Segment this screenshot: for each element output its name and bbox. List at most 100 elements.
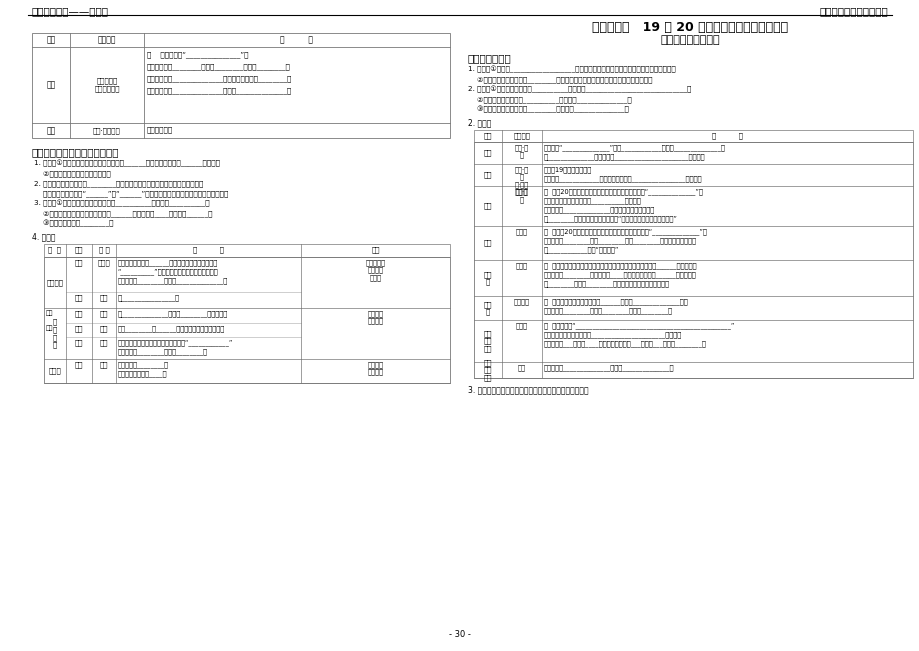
Text: 荷兰: 荷兰: [74, 339, 83, 346]
Text: 法国: 法国: [74, 259, 83, 266]
Text: 地  位：被誉为“______________________________________________”: 地 位：被誉为“________________________________…: [543, 322, 733, 329]
Text: （________________）: （________________）: [118, 294, 180, 301]
Text: 代表人物: 代表人物: [513, 132, 530, 139]
Text: 2. 代表：①西方文学：法国的__________，美国的____________________________，: 2. 代表：①西方文学：法国的__________，美国的___________…: [468, 86, 690, 93]
Bar: [473, 130, 912, 142]
Text: 川端康成: 川端康成: [514, 298, 529, 305]
Text: 代表作：（________）〈________〉（________）描写二次大战名作: 代表作：（________）〈________〉（________）描写二次大战…: [543, 237, 697, 243]
Text: 国家: 国家: [46, 35, 55, 44]
Text: 国家: 国家: [74, 246, 83, 253]
Text: 一、世界的文学: 一、世界的文学: [468, 53, 511, 63]
Text: 重视光和
色的效果: 重视光和 色的效果: [367, 310, 383, 324]
Text: 流  派: 流 派: [49, 246, 62, 253]
Text: 3. 特点：现实主义文学（交流与融合）、无产阶级文学。: 3. 特点：现实主义文学（交流与融合）、无产阶级文学。: [468, 385, 588, 394]
Text: 是后印象主义绘画最主要代表，被称为“____________”: 是后印象主义绘画最主要代表，被称为“____________”: [118, 339, 233, 346]
Text: 代表作：（______________）、《______________》: 代表作：（______________）、《______________》: [543, 364, 674, 371]
Text: 《____________》：“冰川原则”: 《____________》：“冰川原则”: [543, 246, 618, 253]
Text: 和______________奖，被誉为______________________文学作品: 和______________奖，被誉为____________________…: [543, 153, 705, 159]
Text: 列宾: 列宾: [99, 294, 108, 301]
Text: 信国: 信国: [74, 294, 83, 301]
Text: 作          品: 作 品: [193, 246, 223, 253]
Bar: [473, 142, 912, 378]
Text: ③还有法国雕塑家________。: ③还有法国雕塑家________。: [34, 220, 113, 227]
Text: 代表作：（________）、（______________）: 代表作：（________）、（______________）: [118, 277, 228, 284]
Text: 《________》、《________》等都是闻名世界的著名诗集。: 《________》、《________》等都是闻名世界的著名诗集。: [543, 280, 669, 286]
Text: 她是美国文学史上最杰出的__________小说家。: 她是美国文学史上最杰出的__________小说家。: [543, 197, 641, 204]
Text: ②政治：两次世界大战及________的影响，出现了新的文学样式，即无产阶级文学。: ②政治：两次世界大战及________的影响，出现了新的文学样式，即无产阶级文学…: [468, 76, 652, 83]
Text: 1. 背景：①资本主义经济的迅速发展，以及______（特别是光学）、______的进步。: 1. 背景：①资本主义经济的迅速发展，以及______（特别是光学）、_____…: [34, 160, 220, 167]
Text: 作          品: 作 品: [711, 132, 743, 139]
Text: 时期：19世纪末杰出作家: 时期：19世纪末杰出作家: [543, 166, 592, 173]
Text: 无产
阶级
文学: 无产 阶级 文学: [483, 359, 492, 381]
Text: 地  位：是20世纪美国文学主要代表，开创美国文学史上“______________”，: 地 位：是20世纪美国文学主要代表，开创美国文学史上“_____________…: [543, 228, 706, 235]
Text: 《自新大陆》: 《自新大陆》: [147, 126, 173, 133]
Text: - 30 -: - 30 -: [448, 630, 471, 639]
Text: 信国: 信国: [46, 81, 55, 89]
Text: 代表作：（________）、（________）: 代表作：（________）、（________）: [118, 348, 208, 355]
Text: 后期: 后期: [46, 325, 53, 331]
Text: ②传统绘画基础上吸收新的内容。: ②传统绘画基础上吸收新的内容。: [34, 170, 110, 176]
Text: 无产
阶级
文学: 无产 阶级 文学: [483, 330, 492, 352]
Text: 地    位：被誉为“_______________”。: 地 位：被誉为“_______________”。: [147, 51, 248, 58]
Bar: [32, 33, 449, 138]
Bar: [44, 257, 449, 383]
Text: 她是第一个打出现______旗号，是第一个把自己称为: 她是第一个打出现______旗号，是第一个把自己称为: [118, 259, 218, 266]
Text: 前期作品：（______________）、幻想序曲、（________）: 前期作品：（______________）、幻想序曲、（________）: [147, 75, 292, 82]
Text: 2. 概况：: 2. 概况：: [468, 118, 491, 127]
Text: 第三个时期   19 末 20 初：具有共融性的文学艺术: 第三个时期 19 末 20 初：具有共融性的文学艺术: [592, 21, 788, 34]
Text: 后期作品：（______________）、（______________）: 后期作品：（______________）、（______________）: [147, 87, 292, 94]
Text: 4. 概况：: 4. 概况：: [32, 232, 55, 241]
Text: 库尔贝: 库尔贝: [97, 259, 110, 266]
Text: “__________”的画家，也是现实主义的核心人物: “__________”的画家，也是现实主义的核心人物: [118, 268, 219, 275]
Text: 高二历史学案——专题八: 高二历史学案——专题八: [32, 6, 108, 16]
Text: 写实手法，
接近人民
的艺术: 写实手法， 接近人民 的艺术: [365, 259, 385, 281]
Text: 捷克: 捷克: [46, 126, 55, 135]
Text: （______________）、是________一次革命。: （______________）、是________一次革命。: [118, 310, 228, 317]
Text: 美国: 美国: [483, 202, 492, 210]
Text: 成名作：（________）: 成名作：（________）: [118, 361, 169, 368]
Text: 莫奈: 莫奈: [99, 310, 108, 316]
Text: 鲁迅: 鲁迅: [517, 364, 526, 370]
Text: 社会主义现实文学奉基人和______________________的导师。: 社会主义现实文学奉基人和______________________的导师。: [543, 331, 682, 338]
Text: 著名舞曲：（________）、（________）、（________）: 著名舞曲：（________）、（________）、（________）: [147, 63, 290, 70]
Text: 3. 代表：①现实主义绘画代表有法国的__________、信国的__________。: 3. 代表：①现实主义绘画代表有法国的__________、信国的_______…: [34, 200, 210, 207]
Bar: [44, 244, 449, 257]
Text: 美国: 美国: [483, 240, 492, 246]
Text: 凡高: 凡高: [99, 339, 108, 346]
Text: 特点: 特点: [371, 246, 380, 253]
Text: 1. 背景：①经济：__________________后，各国文化出现交流与融合，取得了共同的发展。: 1. 背景：①经济：__________________后，各国文化出现交流与融…: [468, 66, 675, 74]
Text: ②印象主义绘画代表有前期法国的______、后期法国____、荷兰的______。: ②印象主义绘画代表有前期法国的______、后期法国____、荷兰的______…: [34, 210, 212, 217]
Text: 代表作：（______________）；再现美国当时社会。: 代表作：（______________）；再现美国当时社会。: [543, 206, 654, 213]
Text: 代表作：（________）、（________）、（________）: 代表作：（________）、（________）、（________）: [543, 307, 673, 314]
Text: 法国: 法国: [483, 150, 492, 156]
Text: 国家: 国家: [483, 132, 492, 139]
Text: 德莱塞: 德莱塞: [516, 188, 528, 195]
Text: 代表作：（________），使之在____年成为亚洲第一位______奖获得者。: 代表作：（________），使之在____年成为亚洲第一位______奖获得者…: [543, 271, 696, 278]
Text: 主要代表作品：（____）: 主要代表作品：（____）: [118, 370, 167, 377]
Text: ②亚非拉文学：印度的__________，日本的______________。: ②亚非拉文学：印度的__________，日本的______________。: [468, 96, 631, 103]
Text: 具有很深
思想内涵: 具有很深 思想内涵: [367, 361, 383, 375]
Text: 三、现实主义与印象主义的绘画: 三、现实主义与印象主义的绘画: [32, 147, 119, 157]
Text: 特点：以____________为主旋律，给人以________________的感觉。: 特点：以____________为主旋律，给人以________________…: [543, 175, 702, 182]
Text: 马克·吐
温
欧·亨利
杰克·伦
敦: 马克·吐 温 欧·亨利 杰克·伦 敦: [515, 166, 528, 203]
Text: 雕塑家: 雕塑家: [49, 368, 62, 374]
Text: 他和________是______期印象主义绘画主要代表。: 他和________是______期印象主义绘画主要代表。: [118, 325, 225, 332]
Text: 以优秀成绩迎接新的一年: 以优秀成绩迎接新的一年: [818, 6, 887, 16]
Text: 代 表: 代 表: [98, 246, 109, 253]
Text: 海明威: 海明威: [516, 228, 528, 234]
Text: 地  位：20世纪美国文学主要代表，开创美国文学史上“______________”，: 地 位：20世纪美国文学主要代表，开创美国文学史上“______________…: [543, 188, 702, 195]
Text: 《________》：是她成就最高作品，“至今依然具有巨大的现实意义”: 《________》：是她成就最高作品，“至今依然具有巨大的现实意义”: [543, 215, 677, 222]
Text: 现实主义: 现实主义: [47, 279, 63, 286]
Text: 安东·德沃夏克: 安东·德沃夏克: [93, 127, 120, 134]
Text: 早期印象主义绘画对“______”和“______”效果追求，是绘画技法上的一次重大革命。: 早期印象主义绘画对“______”和“______”效果追求，是绘画技法上的一次…: [34, 190, 228, 197]
Text: 法国: 法国: [74, 310, 83, 316]
Text: 法国: 法国: [74, 361, 83, 368]
Text: 印
象
主
义: 印 象 主 义: [52, 319, 57, 348]
Text: 前期: 前期: [46, 310, 53, 316]
Text: 罗曼·罗
兰: 罗曼·罗 兰: [515, 144, 528, 158]
Text: 地  位：日本现代著名小说家，______年获得______________奖。: 地 位：日本现代著名小说家，______年获得______________奖。: [543, 298, 687, 305]
Text: 他被称为“______________”、（____________）获得______________奖: 他被称为“______________”、（____________）获得___…: [543, 144, 725, 151]
Text: 柴可夫斯基
（成就最大）: 柴可夫斯基 （成就最大）: [94, 78, 119, 92]
Text: 塞尚: 塞尚: [99, 325, 108, 331]
Text: 亚非
拉: 亚非 拉: [483, 301, 492, 315]
